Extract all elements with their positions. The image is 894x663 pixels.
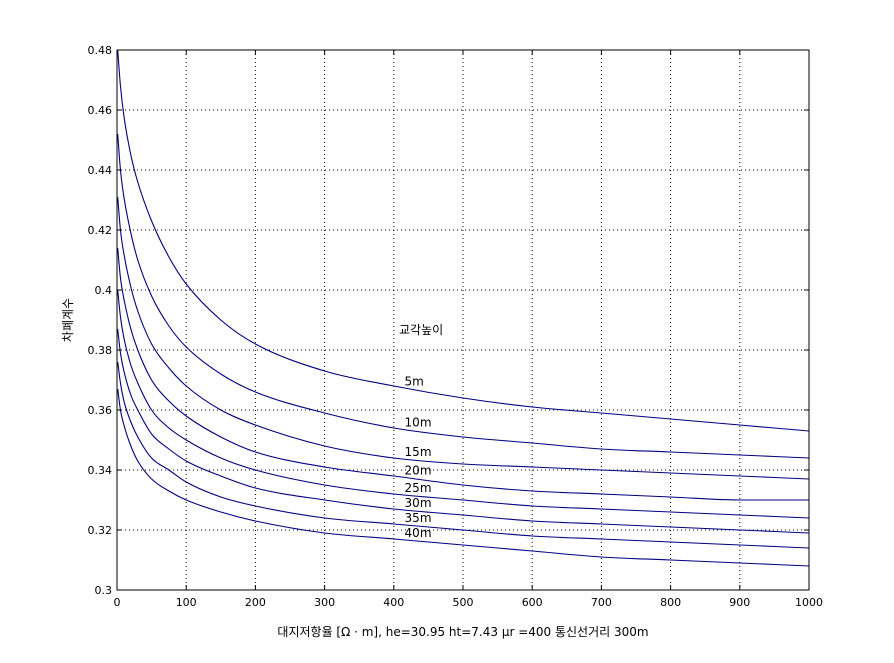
- x-tick-label: 700: [591, 596, 612, 609]
- x-tick-label: 200: [245, 596, 266, 609]
- grid: [117, 50, 809, 590]
- y-tick-label: 0.34: [88, 464, 113, 477]
- series-label-5m: 5m: [405, 375, 424, 389]
- x-tick-label: 0: [114, 596, 121, 609]
- x-tick-label: 1000: [795, 596, 823, 609]
- y-axis-title: 차폐계수: [61, 298, 75, 342]
- series-label-40m: 40m: [405, 526, 432, 540]
- series-label-10m: 10m: [405, 416, 432, 430]
- y-tick-label: 0.48: [88, 44, 113, 57]
- series-label-15m: 15m: [405, 445, 432, 459]
- y-tick-label: 0.3: [95, 584, 113, 597]
- series-line-35m: [117, 361, 810, 549]
- y-tick-label: 0.38: [88, 344, 113, 357]
- x-tick-label: 100: [176, 596, 197, 609]
- x-tick-label: 500: [453, 596, 474, 609]
- x-axis-title: 대지저항율 [Ω · m], he=30.95 ht=7.43 μr =400 …: [277, 625, 648, 639]
- y-tick-label: 0.4: [95, 284, 113, 297]
- series-label-25m: 25m: [405, 481, 432, 495]
- y-tick-label: 0.44: [88, 164, 113, 177]
- series-line-15m: [117, 196, 810, 480]
- series-line-10m: [117, 133, 810, 459]
- x-tick-label: 300: [314, 596, 335, 609]
- x-tick-label: 400: [383, 596, 404, 609]
- y-tick-label: 0.36: [88, 404, 113, 417]
- x-tick-label: 900: [729, 596, 750, 609]
- series-line-20m: [117, 247, 809, 501]
- x-tick-label: 800: [660, 596, 681, 609]
- series-label-20m: 20m: [405, 464, 432, 478]
- series-label-35m: 35m: [405, 511, 432, 525]
- ticks: 0 100 200 300 400 500 600 700 800 900 1000 0.3 0.32 0…: [88, 44, 824, 609]
- y-tick-label: 0.32: [88, 524, 113, 537]
- series-line-30m: [117, 328, 810, 534]
- series-label-30m: 30m: [405, 496, 432, 510]
- legend-title: 교각높이: [399, 323, 443, 337]
- series-line-25m: [117, 289, 810, 519]
- series-group: [117, 49, 810, 567]
- x-tick-label: 600: [522, 596, 543, 609]
- series-line-40m: [117, 388, 810, 567]
- series-line-5m: [117, 49, 810, 432]
- y-tick-label: 0.42: [88, 224, 113, 237]
- y-tick-label: 0.46: [88, 104, 113, 117]
